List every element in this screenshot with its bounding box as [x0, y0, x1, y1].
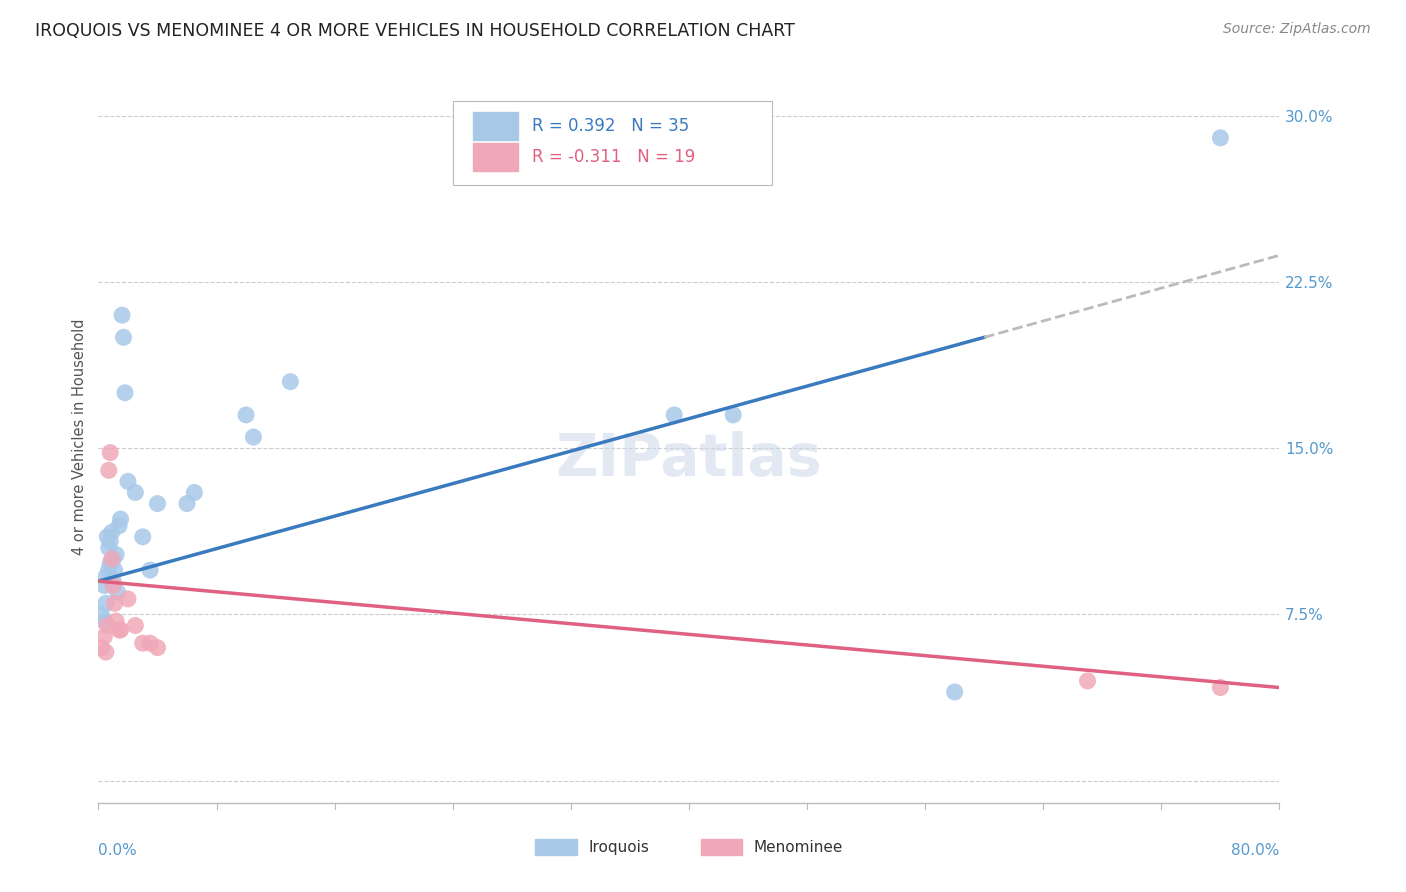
Point [97, 541, 120, 555]
Point [117, 591, 139, 606]
Point [111, 308, 134, 322]
Point [110, 623, 132, 637]
Text: 0.0%: 0.0% [98, 843, 138, 858]
Point [103, 574, 125, 589]
Point [242, 430, 264, 444]
Text: Iroquois: Iroquois [589, 840, 650, 855]
Text: IROQUOIS VS MENOMINEE 4 OR MORE VEHICLES IN HOUSEHOLD CORRELATION CHART: IROQUOIS VS MENOMINEE 4 OR MORE VEHICLES… [35, 22, 794, 40]
Point [114, 385, 136, 400]
Point [664, 408, 686, 422]
Point [96, 530, 118, 544]
Point [183, 485, 205, 500]
Text: Source: ZipAtlas.com: Source: ZipAtlas.com [1223, 22, 1371, 37]
Point [146, 640, 169, 655]
Point [104, 596, 127, 610]
Point [1077, 673, 1099, 688]
Y-axis label: 4 or more Vehicles in Household: 4 or more Vehicles in Household [72, 318, 87, 556]
Point [90, 640, 112, 655]
Point [1209, 681, 1232, 695]
Point [146, 497, 169, 511]
Text: ZIPatlas: ZIPatlas [555, 431, 823, 488]
Point [93, 578, 115, 592]
Point [278, 375, 302, 389]
Point [235, 408, 257, 422]
Point [93, 630, 115, 644]
Point [132, 636, 155, 650]
Bar [472, 143, 517, 171]
Bar [700, 839, 742, 855]
Point [176, 497, 198, 511]
Point [100, 552, 122, 566]
Point [94, 570, 117, 584]
Point [103, 578, 125, 592]
Point [108, 518, 131, 533]
Point [117, 475, 139, 489]
Point [105, 614, 128, 628]
Point [90, 607, 112, 622]
Point [108, 623, 131, 637]
Point [97, 563, 120, 577]
Point [139, 563, 162, 577]
Point [103, 552, 125, 566]
Point [112, 330, 135, 344]
Point [124, 485, 146, 500]
Point [139, 636, 162, 650]
Bar [536, 839, 576, 855]
Point [723, 408, 745, 422]
Text: R = -0.311   N = 19: R = -0.311 N = 19 [531, 148, 695, 166]
Point [132, 530, 155, 544]
Text: Menominee: Menominee [754, 840, 844, 855]
Bar [472, 112, 517, 140]
Point [97, 463, 120, 477]
Point [124, 618, 146, 632]
Point [96, 618, 118, 632]
Point [105, 548, 128, 562]
Point [98, 557, 121, 571]
Point [93, 614, 115, 628]
Point [94, 645, 117, 659]
Point [107, 585, 129, 599]
Point [94, 596, 117, 610]
Text: R = 0.392   N = 35: R = 0.392 N = 35 [531, 117, 689, 136]
FancyBboxPatch shape [453, 101, 772, 185]
Point [98, 445, 121, 459]
Text: 80.0%: 80.0% [1232, 843, 1279, 858]
Point [1209, 131, 1232, 145]
Point [104, 563, 127, 577]
Point [110, 512, 132, 526]
Point [943, 685, 966, 699]
Point [100, 525, 122, 540]
Point [98, 534, 121, 549]
